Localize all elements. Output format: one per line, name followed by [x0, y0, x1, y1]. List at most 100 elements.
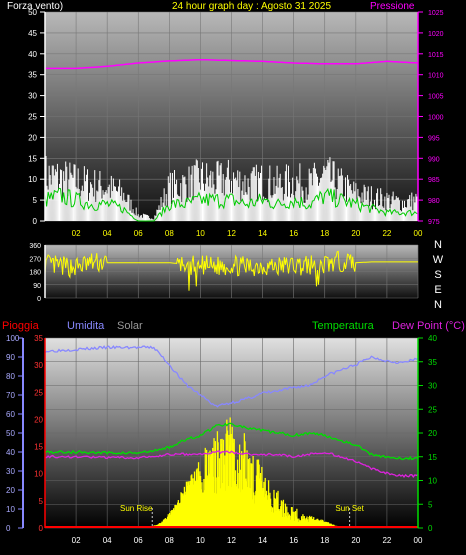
pressure-tick-label: 1005 [428, 94, 444, 101]
direction-tick-label: 90 [33, 283, 41, 290]
direction-tick-label: 0 [37, 296, 41, 303]
wind-tick-label: 10 [28, 175, 37, 184]
x-tick-label: 02 [72, 229, 81, 238]
humidity-tick-label: 100 [6, 334, 20, 343]
x-tick-label: 12 [227, 229, 236, 238]
x-tick-label: 14 [258, 229, 267, 238]
compass-label: N [434, 299, 442, 311]
humidity-tick-label: 40 [6, 448, 15, 457]
temp-tick-label: 25 [428, 405, 437, 414]
humidity-tick-label: 30 [6, 467, 15, 476]
humidity-tick-label: 70 [6, 391, 15, 400]
pressure-tick-label: 1020 [428, 31, 444, 38]
rain-tick-label: 0 [39, 524, 44, 533]
wind-speed-line [44, 187, 419, 222]
wind-tick-label: 15 [28, 154, 37, 163]
pressure-axis-label: Pressione [370, 1, 415, 12]
wind-direction-line [44, 250, 418, 291]
x-tick-label: 08 [165, 229, 174, 238]
pressure-tick-label: 1025 [428, 10, 444, 17]
sunset-label: Sun Set [335, 504, 364, 513]
wind-tick-label: 20 [28, 133, 37, 142]
rain-label: Pioggia [2, 320, 39, 332]
humidity-tick-label: 20 [6, 486, 15, 495]
x-tick-label: 08 [165, 536, 174, 545]
direction-tick-label: 360 [29, 243, 41, 250]
compass-label: W [433, 254, 444, 266]
temp-tick-label: 10 [428, 477, 437, 486]
humidity-label: Umidita [67, 320, 105, 332]
dewpoint-label: Dew Point (°C) [392, 320, 465, 332]
pressure-tick-label: 1000 [428, 115, 444, 122]
rain-tick-label: 25 [34, 388, 43, 397]
rain-tick-label: 35 [34, 334, 43, 343]
humidity-line [44, 345, 419, 408]
humidity-tick-label: 80 [6, 372, 15, 381]
temp-tick-label: 5 [428, 500, 433, 509]
humidity-tick-label: 90 [6, 353, 15, 362]
compass-label: N [434, 239, 442, 251]
temp-tick-label: 30 [428, 382, 437, 391]
compass-label: E [434, 284, 441, 296]
x-tick-label: 12 [227, 536, 236, 545]
pressure-tick-label: 980 [428, 198, 440, 205]
x-tick-label: 20 [351, 536, 360, 545]
x-tick-label: 10 [196, 536, 205, 545]
wind-tick-label: 45 [28, 29, 37, 38]
compass-label: S [434, 269, 441, 281]
pressure-line [45, 58, 419, 70]
pressure-tick-label: 985 [428, 177, 440, 184]
x-tick-label: 04 [103, 229, 112, 238]
temp-tick-label: 15 [428, 453, 437, 462]
x-tick-label: 22 [382, 536, 391, 545]
temperature-line [44, 422, 419, 461]
wind-tick-label: 5 [33, 196, 38, 205]
x-tick-label: 22 [382, 229, 391, 238]
humidity-tick-label: 10 [6, 505, 15, 514]
temp-tick-label: 40 [428, 334, 437, 343]
x-tick-label: 18 [320, 536, 329, 545]
wind-tick-label: 50 [28, 8, 37, 17]
wind-axis-label: Forza vento) [7, 1, 64, 12]
temp-tick-label: 35 [428, 358, 437, 367]
sunrise-label: Sun Rise [120, 504, 153, 513]
temp-tick-label: 0 [428, 524, 433, 533]
solar-label: Solar [117, 320, 143, 332]
x-tick-label: 20 [351, 229, 360, 238]
wind-tick-label: 0 [33, 217, 38, 226]
humidity-tick-label: 0 [6, 524, 11, 533]
wind-tick-label: 25 [28, 113, 37, 122]
x-tick-label: 06 [134, 229, 143, 238]
temperature-label: Temperatura [312, 320, 374, 332]
direction-tick-label: 270 [29, 256, 41, 263]
wind-tick-label: 40 [28, 50, 37, 59]
pressure-tick-label: 975 [428, 219, 440, 226]
wind-tick-label: 35 [28, 71, 37, 80]
x-tick-label: 14 [258, 536, 267, 545]
x-tick-label: 00 [414, 536, 423, 545]
temp-tick-label: 20 [428, 429, 437, 438]
direction-tick-label: 180 [29, 270, 41, 277]
chart-title: 24 hour graph day : Agosto 31 2025 [172, 1, 332, 12]
dewpoint-line [44, 450, 419, 478]
rain-tick-label: 20 [34, 415, 43, 424]
rain-tick-label: 5 [39, 497, 44, 506]
rain-tick-label: 30 [34, 361, 43, 370]
x-tick-label: 02 [72, 536, 81, 545]
humidity-tick-label: 60 [6, 410, 15, 419]
rain-tick-label: 15 [34, 443, 43, 452]
x-tick-label: 16 [289, 229, 298, 238]
humidity-tick-label: 50 [6, 429, 15, 438]
pressure-tick-label: 990 [428, 156, 440, 163]
rain-tick-label: 10 [34, 470, 43, 479]
x-tick-label: 00 [414, 229, 423, 238]
pressure-tick-label: 995 [428, 135, 440, 142]
x-tick-label: 06 [134, 536, 143, 545]
x-tick-label: 04 [103, 536, 112, 545]
wind-tick-label: 30 [28, 92, 37, 101]
pressure-tick-label: 1015 [428, 52, 444, 59]
x-tick-label: 16 [289, 536, 298, 545]
pressure-tick-label: 1010 [428, 73, 444, 80]
